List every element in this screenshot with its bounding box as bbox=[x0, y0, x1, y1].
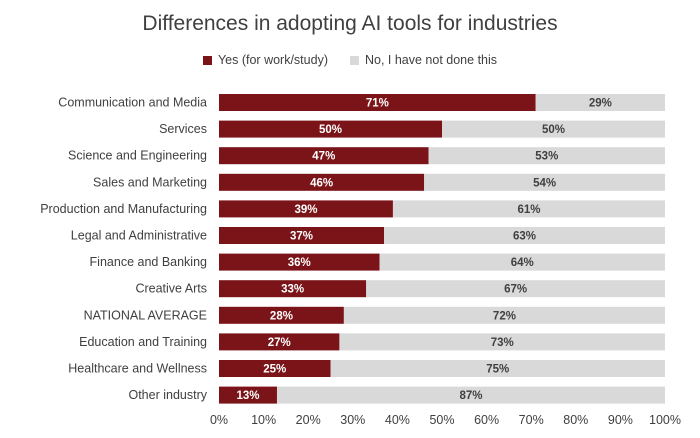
bar-no bbox=[379, 253, 665, 271]
bar-no bbox=[384, 227, 665, 244]
bar-no bbox=[276, 386, 665, 404]
data-label-yes: 28% bbox=[270, 310, 293, 322]
data-label-yes: 36% bbox=[288, 257, 311, 269]
bar-no bbox=[392, 200, 665, 218]
legend-item-yes: Yes (for work/study) bbox=[202, 53, 328, 67]
bar-yes bbox=[219, 386, 277, 404]
data-label-no: 61% bbox=[517, 204, 540, 216]
legend-swatch-yes bbox=[202, 55, 212, 65]
x-tick-label: 0% bbox=[210, 413, 228, 427]
x-tick-label: 20% bbox=[296, 413, 321, 427]
bar-no bbox=[442, 120, 665, 138]
category-label: Science and Engineering bbox=[68, 149, 207, 163]
bar-yes bbox=[219, 147, 429, 165]
data-label-yes: 46% bbox=[310, 177, 333, 189]
category-label: Creative Arts bbox=[135, 282, 207, 296]
legend: Yes (for work/study) No, I have not done… bbox=[0, 53, 700, 67]
x-tick-label: 30% bbox=[340, 413, 365, 427]
category-label: NATIONAL AVERAGE bbox=[84, 308, 207, 322]
bar-yes bbox=[219, 280, 367, 298]
legend-swatch-no bbox=[349, 55, 359, 65]
data-label-yes: 47% bbox=[312, 151, 335, 163]
bar-yes bbox=[219, 200, 393, 218]
bar-yes bbox=[219, 94, 536, 111]
bar-yes bbox=[219, 360, 331, 377]
bar-yes bbox=[219, 120, 442, 138]
data-label-yes: 13% bbox=[236, 390, 259, 402]
category-label: Services bbox=[159, 122, 207, 136]
category-label: Other industry bbox=[128, 388, 207, 402]
bar-no bbox=[366, 280, 665, 298]
bar-yes bbox=[219, 227, 385, 244]
legend-item-no: No, I have not done this bbox=[349, 53, 498, 67]
data-label-yes: 50% bbox=[319, 124, 342, 136]
x-tick-label: 60% bbox=[474, 413, 499, 427]
x-tick-label: 10% bbox=[251, 413, 276, 427]
data-label-no: 50% bbox=[542, 124, 565, 136]
data-label-yes: 27% bbox=[268, 337, 291, 349]
data-label-yes: 37% bbox=[290, 231, 313, 243]
bar-no bbox=[535, 94, 665, 111]
data-label-yes: 71% bbox=[366, 98, 389, 110]
bar-yes bbox=[219, 306, 344, 324]
data-label-no: 87% bbox=[459, 390, 482, 402]
bar-no bbox=[330, 360, 665, 377]
category-label: Production and Manufacturing bbox=[40, 202, 207, 216]
data-label-yes: 33% bbox=[281, 284, 304, 296]
x-tick-label: 80% bbox=[563, 413, 588, 427]
data-label-yes: 25% bbox=[263, 364, 286, 376]
bar-no bbox=[428, 147, 665, 165]
x-tick-label: 70% bbox=[519, 413, 544, 427]
bar-no bbox=[343, 306, 665, 324]
category-label: Education and Training bbox=[79, 335, 207, 349]
data-label-no: 54% bbox=[533, 177, 556, 189]
category-label: Healthcare and Wellness bbox=[68, 362, 207, 376]
data-label-yes: 39% bbox=[294, 204, 317, 216]
bar-no bbox=[424, 173, 665, 191]
data-label-no: 64% bbox=[511, 257, 534, 269]
data-label-no: 53% bbox=[535, 151, 558, 163]
data-label-no: 72% bbox=[493, 310, 516, 322]
data-label-no: 73% bbox=[491, 337, 514, 349]
data-label-no: 29% bbox=[589, 98, 612, 110]
category-label: Communication and Media bbox=[58, 96, 207, 110]
legend-label-yes: Yes (for work/study) bbox=[217, 53, 328, 67]
data-label-no: 67% bbox=[504, 284, 527, 296]
category-label: Legal and Administrative bbox=[71, 229, 207, 243]
x-tick-label: 50% bbox=[429, 413, 454, 427]
bar-yes bbox=[219, 173, 425, 191]
chart-title: Differences in adopting AI tools for ind… bbox=[142, 12, 558, 35]
x-tick-label: 90% bbox=[608, 413, 633, 427]
x-tick-label: 40% bbox=[385, 413, 410, 427]
bar-no bbox=[339, 333, 665, 351]
data-label-no: 63% bbox=[513, 231, 536, 243]
bar-yes bbox=[219, 333, 340, 351]
category-label: Finance and Banking bbox=[90, 255, 207, 269]
bar-yes bbox=[219, 253, 380, 271]
legend-label-no: No, I have not done this bbox=[364, 53, 498, 67]
data-label-no: 75% bbox=[486, 364, 509, 376]
category-label: Sales and Marketing bbox=[93, 175, 207, 189]
x-tick-label: 100% bbox=[649, 413, 681, 427]
